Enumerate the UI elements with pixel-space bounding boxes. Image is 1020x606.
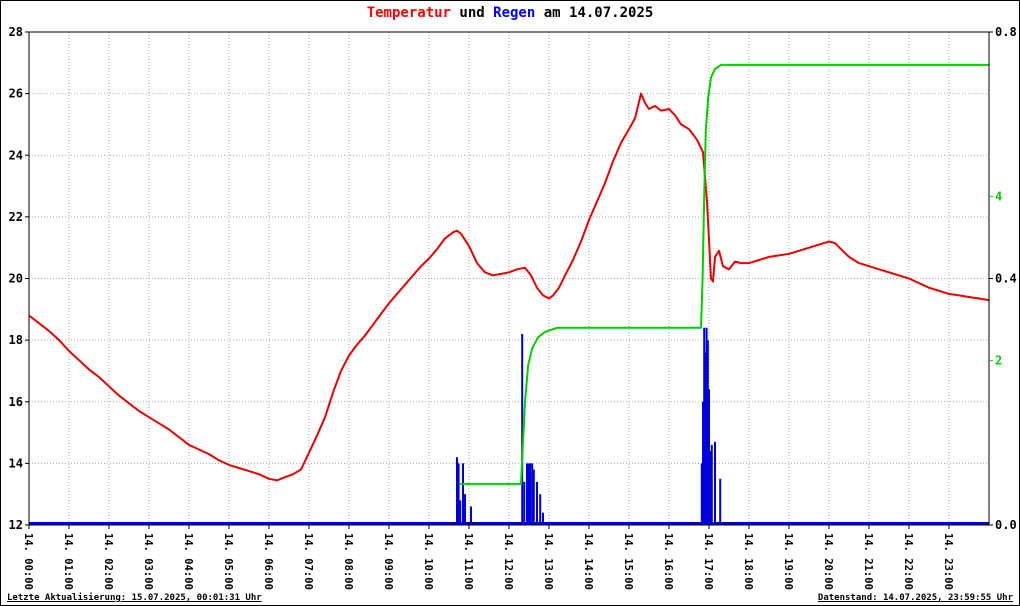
x-tick-label: 14. 06:00 [262,533,274,590]
y-right-tick-label: 0.0 [995,518,1017,532]
x-tick-label: 14. 01:00 [62,533,74,590]
chart-title: Temperatur und Regen am 14.07.2025 [1,5,1019,21]
y-left-tick-label: 26 [9,87,23,101]
y-axis-left-labels: 12 14 16 18 20 22 24 26 28 [9,25,29,532]
title-und: und [450,5,494,21]
last-update-text: Letzte Aktualisierung: 15.07.2025, 00:01… [7,593,262,603]
y-left-tick-label: 24 [9,148,23,162]
rain-bars [29,327,989,525]
y-axis-right-labels: 0.0 0.4 0.8 [989,25,1017,532]
y-rainsum-tick-label: 2 [995,354,1002,368]
x-tick-label: 14. 21:00 [862,533,874,590]
y-left-tick-label: 20 [9,272,23,286]
x-tick-label: 14. 22:00 [902,533,914,590]
x-tick-label: 14. 17:00 [702,533,714,590]
x-tick-label: 14. 16:00 [662,533,674,590]
x-tick-label: 14. 19:00 [782,533,794,590]
x-tick-label: 14. 07:00 [302,533,314,590]
x-tick-label: 14. 23:00 [942,533,954,590]
title-regen: Regen [493,5,536,21]
temperature-line [28,92,990,482]
y-left-tick-label: 18 [9,333,23,347]
y-axis-rainsum-labels: 24 [989,189,1002,368]
title-temperatur: Temperatur [366,5,451,21]
y-left-tick-label: 22 [9,210,23,224]
x-tick-label: 14. 20:00 [822,533,834,590]
title-date: am 14.07.2025 [535,5,654,21]
y-left-tick-label: 12 [9,518,23,532]
x-tick-label: 14. 04:00 [182,533,194,590]
x-tick-label: 14. 00:00 [22,533,34,590]
x-tick-label: 14. 15:00 [622,533,634,590]
x-tick-label: 14. 02:00 [102,533,114,590]
y-left-tick-label: 28 [9,25,23,39]
y-right-tick-label: 0.4 [995,272,1017,286]
y-right-tick-label: 0.8 [995,25,1017,39]
y-rainsum-tick-label: 4 [995,189,1002,203]
y-left-tick-label: 14 [9,456,23,470]
data-timestamp-text: Datenstand: 14.07.2025, 23:59:55 Uhr [817,593,1013,603]
x-tick-label: 14. 14:00 [582,533,594,590]
x-tick-label: 14. 09:00 [382,533,394,590]
y-left-tick-label: 16 [9,395,23,409]
x-tick-label: 14. 03:00 [142,533,154,590]
x-tick-label: 14. 08:00 [342,533,354,590]
x-tick-label: 14. 05:00 [222,533,234,590]
x-tick-label: 14. 12:00 [502,533,514,590]
x-axis-labels: 14. 00:00 14. 01:00 14. 02:00 14. 03:00 14. … [22,525,954,590]
x-tick-label: 14. 13:00 [542,533,554,590]
grid-lines [29,32,989,525]
x-tick-label: 14. 18:00 [742,533,754,590]
x-tick-label: 14. 11:00 [462,533,474,590]
x-tick-label: 14. 10:00 [422,533,434,590]
rain-sum-line [459,63,989,485]
